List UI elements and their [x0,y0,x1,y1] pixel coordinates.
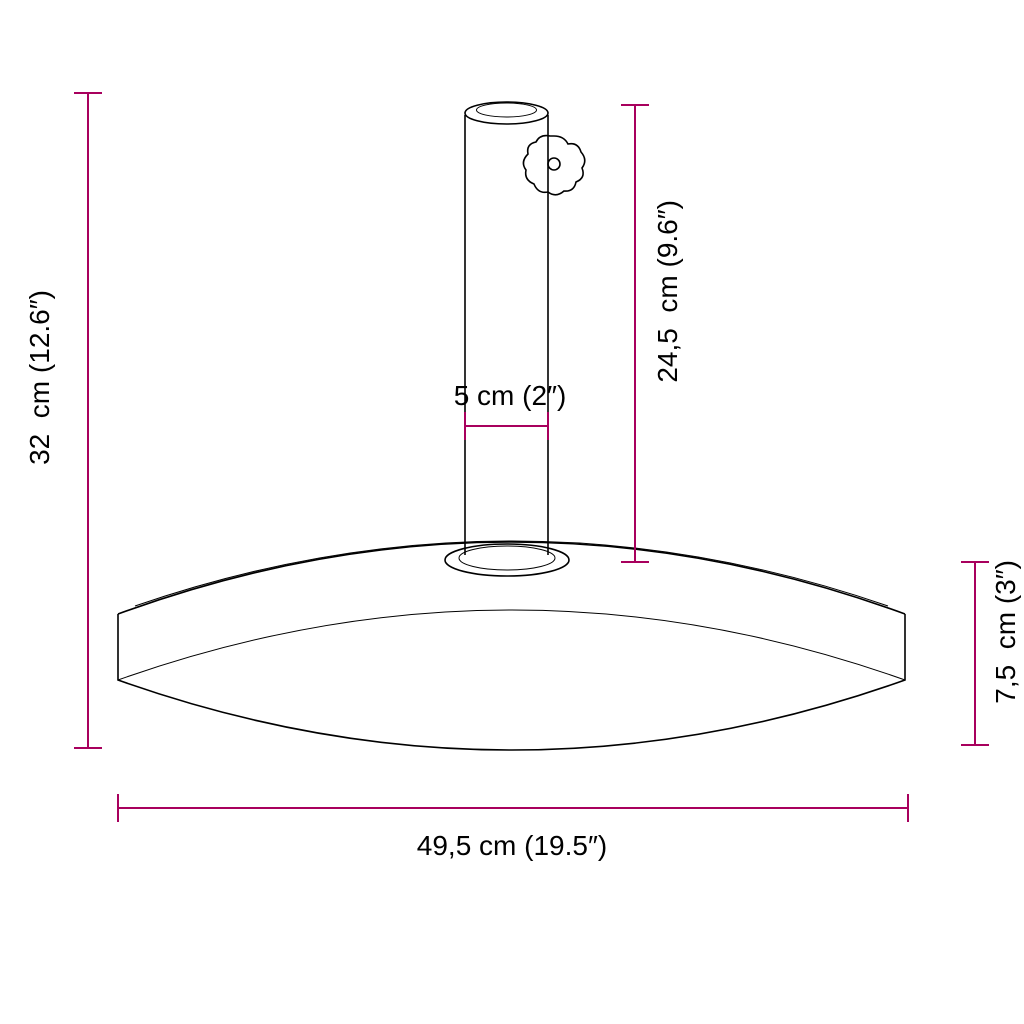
dim-tube-height-label: 24,5 cm (9.6″) [650,200,685,383]
dim-total-height-label: 32 cm (12.6″) [22,290,57,465]
dim-base-diameter-label: 49,5 cm (19.5″) [0,828,1024,863]
dim-base-height-metric: 7,5 [990,665,1021,704]
dim-base-diameter-metric: 49,5 [417,830,472,861]
dim-tube-diameter-metric: 5 [454,380,470,411]
dim-tube-diameter-imperial: 2″ [531,380,556,411]
dim-tube-height-metric: 24,5 [652,328,683,383]
dim-base-height-label: 7,5 cm (3″) [988,560,1023,704]
dim-tube-height-imperial: 9.6″ [652,209,683,258]
dim-total-height-imperial: 12.6″ [24,299,55,363]
dim-total-height-metric: 32 [24,434,55,465]
dimension-diagram [0,0,1024,1024]
dim-tube-diameter-label: 5 cm (2″) [390,378,630,413]
dim-base-diameter-imperial: 19.5″ [533,830,597,861]
dim-base-height-imperial: 3″ [990,569,1021,594]
